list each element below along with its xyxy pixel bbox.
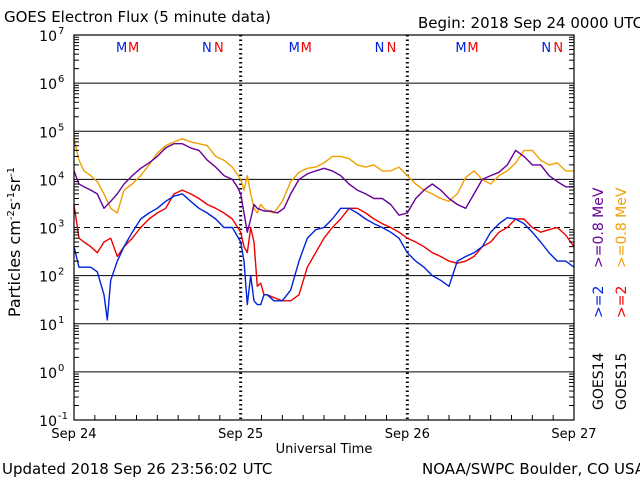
x-tick-label: Sep 24 bbox=[51, 427, 96, 442]
y-tick-exponent: 3 bbox=[58, 219, 64, 230]
y-tick-exponent: -1 bbox=[58, 411, 68, 422]
day-marker-label: N bbox=[387, 41, 397, 56]
legend: GOES14 GOES15 >=2 >=2 >=0.8 MeV >=0.8 Me… bbox=[591, 187, 630, 410]
y-tick-label: 10 bbox=[39, 77, 57, 93]
day-marker-label: N bbox=[375, 41, 385, 56]
credit-label: NOAA/SWPC Boulder, CO USA bbox=[422, 460, 640, 478]
y-tick-label: 10 bbox=[39, 173, 57, 189]
grid-lines bbox=[74, 35, 574, 420]
day-marker-label: M bbox=[301, 41, 312, 56]
y-tick-label: 10 bbox=[39, 366, 57, 382]
y-tick-exponent: 7 bbox=[58, 26, 64, 37]
legend-goes14-gt2: >=2 bbox=[591, 286, 607, 318]
day-marker-label: M bbox=[455, 41, 466, 56]
day-marker-label: N bbox=[202, 41, 212, 56]
y-tick-label: 10 bbox=[39, 414, 57, 430]
y-axis-label: Particles cm-2s-1sr-1 bbox=[5, 167, 24, 317]
series-lines bbox=[73, 137, 575, 321]
y-tick-label: 10 bbox=[39, 318, 57, 334]
x-tick-label: Sep 27 bbox=[551, 427, 596, 442]
series-line-goes15_gt08 bbox=[73, 137, 574, 214]
day-marker-label: N bbox=[541, 41, 551, 56]
legend-goes15-gt08: >=0.8 MeV bbox=[614, 187, 630, 268]
y-tick-exponent: 0 bbox=[58, 363, 64, 374]
x-tick-label: Sep 26 bbox=[385, 427, 430, 442]
y-tick-exponent: 5 bbox=[58, 122, 64, 133]
legend-goes15-gt2: >=2 bbox=[614, 286, 630, 318]
day-marker-label: N bbox=[553, 41, 563, 56]
x-axis-label: Universal Time bbox=[276, 442, 373, 457]
series-line-goes14_gt2 bbox=[73, 193, 575, 321]
y-tick-label: 10 bbox=[39, 29, 57, 45]
day-marker-label: N bbox=[214, 41, 224, 56]
legend-goes15-label: GOES15 bbox=[614, 353, 630, 410]
series-line-goes14_gt08 bbox=[73, 142, 574, 233]
y-tick-label: 10 bbox=[39, 270, 57, 286]
y-tick-label: 10 bbox=[39, 222, 57, 238]
x-tick-label: Sep 25 bbox=[218, 427, 263, 442]
day-marker-label: M bbox=[289, 41, 300, 56]
day-marker-label: M bbox=[128, 41, 139, 56]
y-tick-label: 10 bbox=[39, 125, 57, 141]
y-tick-exponent: 1 bbox=[58, 315, 64, 326]
y-tick-exponent: 4 bbox=[58, 170, 64, 181]
day-marker-label: M bbox=[116, 41, 127, 56]
y-tick-exponent: 2 bbox=[58, 267, 64, 278]
day-marker-label: M bbox=[467, 41, 478, 56]
y-tick-exponent: 6 bbox=[58, 74, 64, 85]
updated-timestamp: Updated 2018 Sep 26 23:56:02 UTC bbox=[2, 460, 273, 478]
series-line-goes15_gt2 bbox=[73, 189, 575, 302]
x-axis-ticks: Sep 24 Sep 25 Sep 26 Sep 27 bbox=[51, 415, 597, 442]
legend-goes14-gt08: >=0.8 MeV bbox=[591, 187, 607, 268]
begin-time: Begin: 2018 Sep 24 0000 UTC bbox=[418, 14, 640, 32]
legend-goes14-label: GOES14 bbox=[591, 352, 607, 410]
chart-title: GOES Electron Flux (5 minute data) bbox=[4, 8, 271, 26]
